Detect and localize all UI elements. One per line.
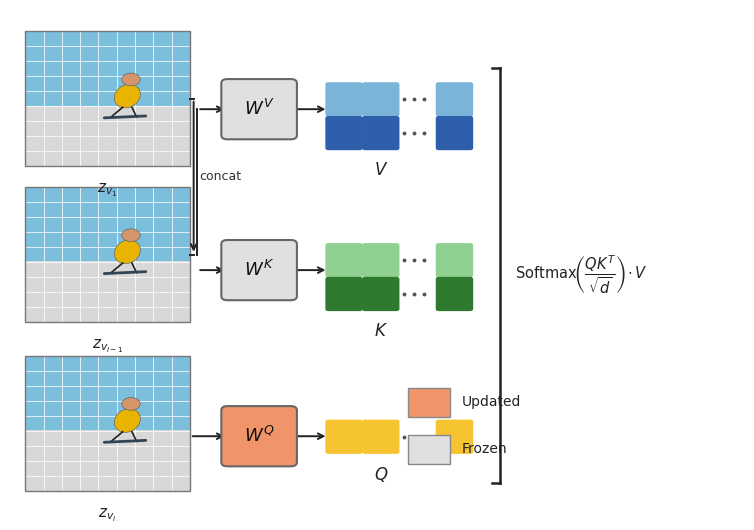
Text: Updated: Updated <box>461 395 521 410</box>
FancyBboxPatch shape <box>222 406 297 466</box>
FancyBboxPatch shape <box>436 243 474 277</box>
Text: $W^V$: $W^V$ <box>244 99 274 119</box>
Ellipse shape <box>115 84 140 108</box>
FancyBboxPatch shape <box>326 82 363 117</box>
Text: $z_{v_1}$: $z_{v_1}$ <box>97 182 118 199</box>
Text: $W^Q$: $W^Q$ <box>244 426 274 446</box>
Bar <box>25 187 190 261</box>
FancyBboxPatch shape <box>222 240 297 300</box>
FancyBboxPatch shape <box>409 435 450 464</box>
Bar <box>25 261 190 322</box>
FancyBboxPatch shape <box>362 243 400 277</box>
Circle shape <box>122 398 140 410</box>
Text: concat: concat <box>199 170 241 183</box>
FancyBboxPatch shape <box>326 420 363 454</box>
FancyBboxPatch shape <box>362 277 400 311</box>
Text: $z_{v_{i-1}}$: $z_{v_{i-1}}$ <box>92 338 124 355</box>
FancyBboxPatch shape <box>436 277 474 311</box>
Bar <box>25 105 190 166</box>
Text: $Q$: $Q$ <box>373 465 388 484</box>
FancyBboxPatch shape <box>436 420 474 454</box>
Ellipse shape <box>115 240 140 263</box>
Bar <box>25 356 190 491</box>
Ellipse shape <box>115 409 140 432</box>
Bar <box>25 31 190 105</box>
Text: $V$: $V$ <box>373 161 388 179</box>
FancyBboxPatch shape <box>362 82 400 117</box>
Bar <box>25 31 190 166</box>
FancyBboxPatch shape <box>436 82 474 117</box>
FancyBboxPatch shape <box>326 277 363 311</box>
Text: $W^K$: $W^K$ <box>244 260 274 280</box>
Circle shape <box>122 73 140 86</box>
Circle shape <box>122 229 140 242</box>
Bar <box>25 356 190 430</box>
Text: $K$: $K$ <box>374 322 388 340</box>
FancyBboxPatch shape <box>362 420 400 454</box>
Bar <box>25 187 190 322</box>
FancyBboxPatch shape <box>409 388 450 417</box>
FancyBboxPatch shape <box>436 116 474 150</box>
FancyBboxPatch shape <box>362 116 400 150</box>
FancyBboxPatch shape <box>222 79 297 139</box>
Text: Frozen: Frozen <box>461 442 507 456</box>
Text: Softmax$\!\left(\dfrac{QK^T}{\sqrt{d}}\right)\!\cdot V$: Softmax$\!\left(\dfrac{QK^T}{\sqrt{d}}\r… <box>516 254 648 296</box>
FancyBboxPatch shape <box>326 243 363 277</box>
Text: $z_{v_i}$: $z_{v_i}$ <box>98 506 117 524</box>
FancyBboxPatch shape <box>326 116 363 150</box>
Bar <box>25 430 190 491</box>
